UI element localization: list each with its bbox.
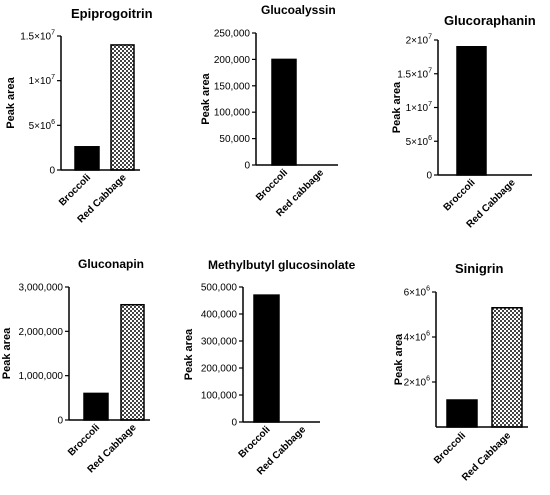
bar-broccoli: [74, 146, 100, 171]
y-tick-label: 1×107: [406, 101, 433, 114]
bar-broccoli: [83, 392, 109, 421]
bar-red-cabbage: [110, 44, 135, 171]
y-axis-label: Peak area: [183, 328, 195, 380]
bar-red-cabbage: [120, 303, 145, 421]
y-tick-label: 5×106: [29, 119, 56, 132]
x-category-label: Broccoli: [432, 430, 468, 466]
y-tick-label: 0: [231, 418, 237, 429]
y-tick-label: 200,000: [201, 364, 238, 375]
chart-title: Sinigrin: [455, 261, 503, 276]
y-axis-label: Peak area: [393, 333, 405, 385]
chart-panel: Glucoalyssin Peak area 0 50,000 100,000 150,0…: [200, 3, 338, 219]
bar-red-cabbage: [491, 307, 523, 428]
y-tick-label: 2×107: [406, 34, 433, 47]
y-tick-label: 0: [57, 416, 63, 427]
y-tick-label: 0: [244, 161, 250, 172]
bar-broccoli: [456, 46, 487, 176]
chart-title: Glucoalyssin: [261, 3, 336, 17]
y-tick-label: 150,000: [214, 81, 251, 92]
y-tick-label: 2×106: [404, 376, 431, 389]
y-tick-label: 500,000: [201, 283, 238, 294]
y-axis-label: Peak area: [1, 327, 13, 379]
y-tick-label: 0: [426, 171, 432, 182]
x-category-label: Broccoli: [66, 422, 102, 458]
y-axis-label: Peak area: [391, 81, 403, 133]
x-category-label: Broccoli: [442, 177, 478, 213]
chart-panel: Epiprogoitrin Peak area 0 5×106 1×107 1.5×107…: [5, 6, 153, 225]
y-axis-label: Peak area: [5, 76, 17, 128]
y-tick-label: 50,000: [219, 134, 250, 145]
bar-broccoli: [446, 399, 478, 428]
y-tick-label: 0: [49, 166, 55, 177]
x-category-label: Red Cabbage: [460, 430, 513, 483]
y-tick-label: 1,000,000: [19, 371, 64, 382]
y-tick-label: 400,000: [201, 310, 238, 321]
y-tick-label: 1×107: [29, 74, 56, 87]
y-tick-label: 200,000: [214, 55, 251, 66]
x-category-label: Broccoli: [237, 424, 273, 460]
y-tick-label: 5×106: [406, 135, 433, 148]
y-tick-label: 100,000: [201, 391, 238, 402]
y-tick-label: 1.5×107: [20, 30, 55, 43]
y-tick-label: 4×106: [404, 331, 431, 344]
chart-title: Methylbutyl glucosinolate: [208, 258, 356, 272]
bar-broccoli: [271, 58, 297, 166]
y-axis-label: Peak area: [200, 72, 212, 124]
y-tick-label: 2,000,000: [19, 327, 64, 338]
y-tick-label: 300,000: [201, 337, 238, 348]
x-category-label: Broccoli: [254, 167, 290, 203]
y-tick-label: 1.5×107: [397, 67, 432, 80]
chart-panel: Gluconapin Peak area 0 1,000,000 2,000,000 3,…: [1, 257, 150, 475]
y-tick-label: 250,000: [214, 29, 251, 40]
chart-title: Epiprogoitrin: [71, 6, 153, 21]
chart-title: Gluconapin: [78, 257, 144, 271]
y-tick-label: 6×106: [404, 286, 431, 299]
bar-broccoli: [253, 294, 280, 423]
chart-title: Glucoraphanin: [444, 13, 536, 28]
x-category-label: Broccoli: [57, 172, 93, 208]
chart-panel: Glucoraphanin Peak area 0 5×106 1×107 1.5×107…: [391, 13, 536, 230]
y-tick-label: 100,000: [214, 108, 251, 119]
y-tick-label: 3,000,000: [19, 283, 64, 294]
chart-panel: Methylbutyl glucosinolate Peak area 0 100,0…: [183, 258, 356, 477]
